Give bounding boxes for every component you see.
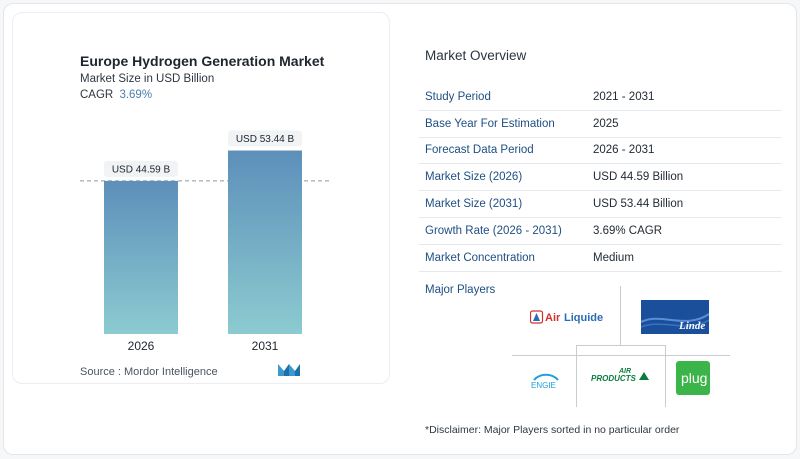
svg-text:PRODUCTS: PRODUCTS (591, 374, 637, 383)
cagr-row: CAGR 3.69% (80, 89, 152, 101)
overview-row: Study Period 2021 - 2031 (419, 84, 782, 111)
overview-value: 2021 - 2031 (593, 90, 655, 103)
bar-2031 (228, 150, 302, 334)
source-text: Source : Mordor Intelligence (80, 366, 218, 378)
overview-row: Market Size (2031) USD 53.44 Billion (419, 191, 782, 218)
svg-text:Liquide: Liquide (564, 312, 603, 324)
overview-value: 2026 - 2031 (593, 144, 655, 157)
data-label-background (228, 130, 302, 147)
grid-divider (665, 345, 666, 407)
cagr-value: 3.69% (119, 89, 153, 101)
cagr-label: CAGR (80, 89, 114, 101)
chart-subtitle: Market Size in USD Billion (80, 73, 215, 85)
overview-row: Market Size (2026) USD 44.59 Billion (419, 164, 782, 192)
overview-value: Medium (593, 251, 634, 264)
bar-chart: USD 44.59 B 2026 USD 53.44 B 2031 (80, 130, 330, 353)
x-tick-label: 2031 (252, 339, 279, 353)
plug-power-logo: plug (676, 361, 710, 395)
overview-key: Study Period (425, 90, 491, 103)
svg-text:Linde: Linde (678, 320, 705, 332)
overview-row: Growth Rate (2026 - 2031) 3.69% CAGR (419, 218, 782, 245)
chart-title: Europe Hydrogen Generation Market (80, 53, 325, 69)
grid-divider (576, 345, 577, 407)
chart-card (12, 12, 390, 384)
overview-value: USD 44.59 Billion (593, 171, 684, 184)
grid-divider (512, 355, 730, 356)
overview-value: 3.69% CAGR (593, 224, 663, 237)
overview-key: Market Concentration (425, 251, 535, 264)
mordor-intelligence-logo (278, 364, 300, 376)
air-liquide-logo: Air Liquide (530, 310, 603, 324)
overview-value: USD 53.44 Billion (593, 198, 684, 211)
overview-title: Market Overview (425, 48, 527, 63)
overview-key: Market Size (2026) (425, 171, 523, 184)
overview-key: Base Year For Estimation (425, 117, 555, 130)
svg-text:Air: Air (545, 312, 561, 324)
grid-divider (576, 345, 666, 346)
overview-key: Growth Rate (2026 - 2031) (425, 224, 562, 237)
disclaimer-text: *Disclaimer: Major Players sorted in no … (425, 424, 680, 436)
svg-text:ENGIE: ENGIE (531, 381, 556, 390)
overview-row: Base Year For Estimation 2025 (419, 111, 782, 138)
major-players-title: Major Players (425, 284, 496, 296)
overview-value: 2025 (593, 117, 619, 130)
linde-logo: Linde (641, 300, 709, 334)
air-products-logo: AIR PRODUCTS (591, 368, 649, 383)
x-tick-label: 2026 (128, 339, 155, 353)
svg-text:plug: plug (681, 370, 707, 386)
data-label: USD 44.59 B (112, 164, 171, 175)
data-label-background (104, 160, 178, 177)
overview-table: Study Period 2021 - 2031 Base Year For E… (419, 84, 782, 272)
overview-row: Forecast Data Period 2026 - 2031 (419, 138, 782, 165)
overview-row: Market Concentration Medium (419, 245, 782, 272)
engie-logo: ENGIE (531, 373, 559, 390)
grid-divider (620, 286, 621, 346)
overview-key: Forecast Data Period (425, 144, 534, 157)
data-label: USD 53.44 B (236, 134, 295, 145)
overview-key: Market Size (2031) (425, 198, 523, 211)
bar-2026 (104, 180, 178, 334)
svg-text:AIR: AIR (618, 368, 631, 375)
